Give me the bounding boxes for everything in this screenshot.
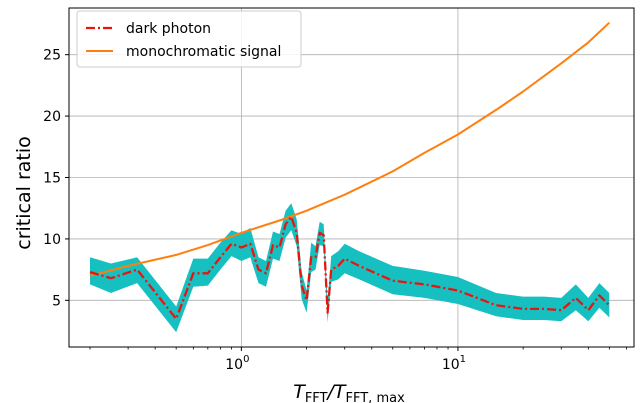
x-tick-exponent: 0 [243,354,249,365]
uncertainty-bands [90,203,610,333]
x-tick-exponent: 1 [460,354,466,365]
y-tick-label: 5 [52,293,61,309]
y-tick-label: 10 [43,232,61,248]
line-monochromatic-signal [89,21,610,277]
x-tick-label: 101 [442,354,466,373]
y-tick-label: 20 [43,109,61,125]
x-tick-base: 10 [225,357,243,373]
x-label-sep: /T [326,381,347,403]
y-tick-label: 15 [43,171,61,187]
legend-label-monochromatic-signal: monochromatic signal [126,44,281,60]
x-label-main: T [293,381,306,403]
legend-label-dark-photon: dark photon [126,21,211,37]
y-tick-label: 25 [43,48,61,64]
band-dark-photon [90,203,610,333]
x-label-sub2: FFT, max [346,391,406,403]
legend: dark photon monochromatic signal [76,10,302,68]
series-lines [89,21,611,320]
y-axis-label: critical ratio [13,136,35,249]
line-dark-photon [89,215,611,320]
legend-box [76,10,302,68]
x-tick-label: 100 [225,354,249,373]
x-axis-label: TFFT/TFFT, max [293,381,405,403]
x-tick-base: 10 [442,357,460,373]
x-label-sub1: FFT [305,391,328,403]
